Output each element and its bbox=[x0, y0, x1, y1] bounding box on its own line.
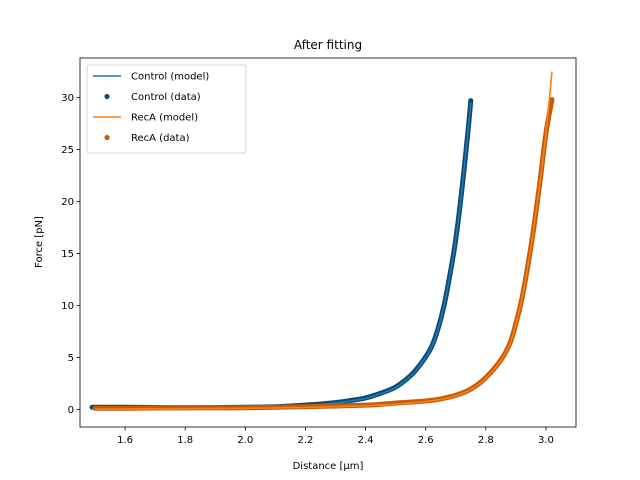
y-tick-label: 30 bbox=[61, 93, 74, 104]
data-point bbox=[549, 97, 555, 102]
y-tick-label: 20 bbox=[61, 197, 74, 208]
y-tick-label: 10 bbox=[61, 301, 74, 312]
axes-frame bbox=[79, 57, 577, 428]
data-point bbox=[468, 98, 473, 103]
legend-label: RecA (model) bbox=[131, 113, 198, 124]
series-layer bbox=[89, 71, 555, 411]
legend-item: RecA (data) bbox=[104, 133, 190, 144]
y-axis-label: Force [pN] bbox=[34, 216, 45, 268]
legend-marker-swatch bbox=[104, 134, 110, 141]
y-tick-label: 5 bbox=[68, 353, 74, 364]
y-tick-label: 25 bbox=[61, 145, 74, 156]
legend-marker-swatch bbox=[104, 93, 110, 100]
x-tick-label: 2.2 bbox=[298, 435, 314, 446]
y-tick-label: 15 bbox=[61, 249, 74, 260]
series-line bbox=[95, 71, 553, 410]
x-tick-label: 1.8 bbox=[177, 435, 193, 446]
x-tick-label: 2.0 bbox=[237, 435, 253, 446]
y-axis-ticks: 0 5 10 15 20 25 30 bbox=[61, 93, 80, 416]
legend-item: RecA (model) bbox=[93, 113, 198, 124]
x-tick-label: 3.0 bbox=[538, 435, 554, 446]
x-tick-label: 2.8 bbox=[478, 435, 494, 446]
legend-label: Control (data) bbox=[131, 92, 201, 103]
legend-item: Control (data) bbox=[104, 92, 201, 103]
x-tick-label: 2.4 bbox=[358, 435, 374, 446]
x-axis-ticks: 1.6 1.8 2.0 2.2 2.4 2.6 2.8 3.0 bbox=[117, 427, 554, 446]
legend: Control (model) Control (data) RecA (model… bbox=[86, 64, 247, 154]
legend-label: Control (model) bbox=[131, 72, 209, 83]
y-tick-label: 0 bbox=[68, 405, 74, 416]
legend-item: Control (model) bbox=[93, 72, 209, 83]
legend-label: RecA (data) bbox=[131, 133, 190, 144]
x-axis-label: Distance [μm] bbox=[293, 461, 364, 472]
chart-title: After fitting bbox=[294, 38, 362, 52]
series-reca-model bbox=[95, 71, 553, 410]
x-tick-label: 1.6 bbox=[117, 435, 133, 446]
legend-box bbox=[86, 64, 247, 154]
x-tick-label: 2.6 bbox=[418, 435, 434, 446]
